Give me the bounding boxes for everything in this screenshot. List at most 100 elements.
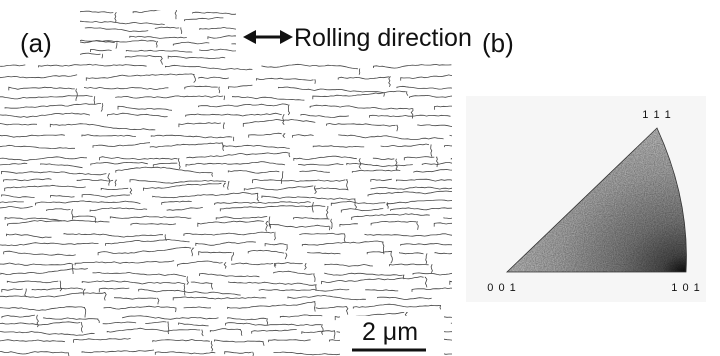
grain-boundary	[370, 220, 417, 226]
grain-boundary	[105, 239, 190, 246]
grain-boundary	[321, 324, 324, 335]
grain-boundary	[98, 287, 130, 293]
grain-boundary	[238, 19, 270, 23]
grain-boundary	[434, 105, 452, 110]
grain-boundary	[138, 288, 241, 296]
grain-boundary	[339, 223, 358, 227]
grain-boundary	[358, 158, 361, 169]
grain-boundary	[161, 200, 192, 205]
grain-boundary	[368, 18, 447, 23]
grain-boundary	[227, 170, 280, 174]
grain-boundary	[81, 322, 83, 333]
grain-boundary	[154, 26, 180, 29]
grain-boundary	[278, 86, 384, 93]
grain-boundary	[132, 10, 176, 14]
grain-boundary	[114, 12, 117, 23]
grain-boundary	[333, 330, 336, 339]
grain-boundary	[264, 243, 287, 247]
grain-boundary	[266, 318, 269, 325]
grain-boundary	[99, 156, 178, 161]
grain-boundary	[373, 64, 452, 69]
grain-boundary	[369, 114, 451, 118]
grain-boundary	[223, 262, 227, 269]
grain-boundary	[24, 288, 27, 298]
grain-boundary	[154, 351, 216, 355]
corner-label: 1 0 1	[671, 282, 700, 294]
grain-boundary	[381, 11, 383, 16]
grain-boundary	[191, 247, 195, 257]
grain-boundary	[103, 305, 177, 310]
grain-boundary	[0, 201, 24, 204]
grain-boundary	[244, 10, 306, 15]
grain-boundary	[107, 112, 168, 118]
grain-boundary	[252, 178, 346, 184]
grain-boundary	[256, 77, 314, 81]
grain-boundary	[301, 330, 335, 334]
grain-boundary	[268, 223, 330, 229]
grain-boundary	[0, 292, 106, 299]
grain-boundary	[435, 156, 439, 168]
grain-boundary	[3, 250, 76, 256]
grain-boundary	[115, 166, 212, 174]
grain-boundary	[143, 182, 222, 191]
grain-boundary	[218, 86, 221, 94]
grain-boundary	[299, 169, 330, 173]
grain-boundary	[49, 123, 156, 131]
grain-boundary	[396, 85, 452, 91]
grain-boundary	[31, 287, 84, 291]
grain-boundary	[165, 64, 253, 71]
grain-boundary	[258, 288, 350, 292]
grain-boundary	[287, 104, 291, 116]
grain-boundary	[152, 339, 210, 343]
grain-boundary	[90, 48, 112, 52]
grain-boundary	[211, 283, 214, 290]
grain-boundary	[0, 339, 65, 343]
grain-boundary	[156, 297, 160, 305]
grain-boundary	[273, 270, 313, 275]
grain-boundary	[346, 162, 413, 167]
grain-boundary	[221, 142, 224, 152]
grain-boundary	[185, 112, 282, 117]
grain-boundary	[275, 262, 303, 266]
grain-boundary	[177, 260, 223, 267]
grain-boundary	[395, 158, 398, 171]
grain-boundary	[315, 306, 347, 309]
grain-boundary	[392, 55, 452, 63]
grain-boundary	[358, 68, 361, 75]
grain-boundary	[425, 253, 428, 265]
grain-boundary	[354, 198, 357, 210]
grain-boundary	[74, 260, 175, 266]
grain-boundary	[326, 206, 329, 219]
grain-boundary	[198, 251, 232, 256]
grain-boundary	[46, 208, 71, 211]
grain-boundary	[280, 49, 283, 56]
grain-boundary	[454, 307, 478, 309]
grain-boundary	[251, 329, 297, 334]
grain-boundary	[175, 307, 177, 313]
grain-boundary	[92, 271, 186, 277]
grain-boundary	[485, 11, 486, 19]
grain-boundary	[312, 145, 365, 148]
grain-boundary	[192, 11, 238, 15]
grain-boundary	[382, 241, 385, 255]
grain-boundary	[324, 263, 373, 267]
grain-boundary	[400, 242, 452, 246]
grain-boundary	[228, 281, 316, 286]
grain-boundary	[90, 161, 148, 166]
grain-boundary	[227, 317, 267, 321]
grain-boundary	[107, 173, 111, 186]
panel-label: (a)	[20, 28, 52, 58]
grain-boundary	[293, 216, 330, 220]
grain-boundary	[282, 133, 286, 139]
grain-boundary	[84, 87, 169, 91]
grain-boundary	[479, 309, 480, 315]
grain-boundary	[0, 144, 75, 150]
grain-boundary	[102, 321, 137, 325]
grain-boundary	[0, 162, 28, 166]
grain-boundary	[299, 232, 345, 235]
grain-boundary	[1, 314, 35, 319]
grain-boundary	[63, 232, 164, 238]
grain-boundary	[364, 233, 452, 237]
grain-boundary	[409, 94, 452, 99]
grain-boundary	[59, 280, 63, 292]
